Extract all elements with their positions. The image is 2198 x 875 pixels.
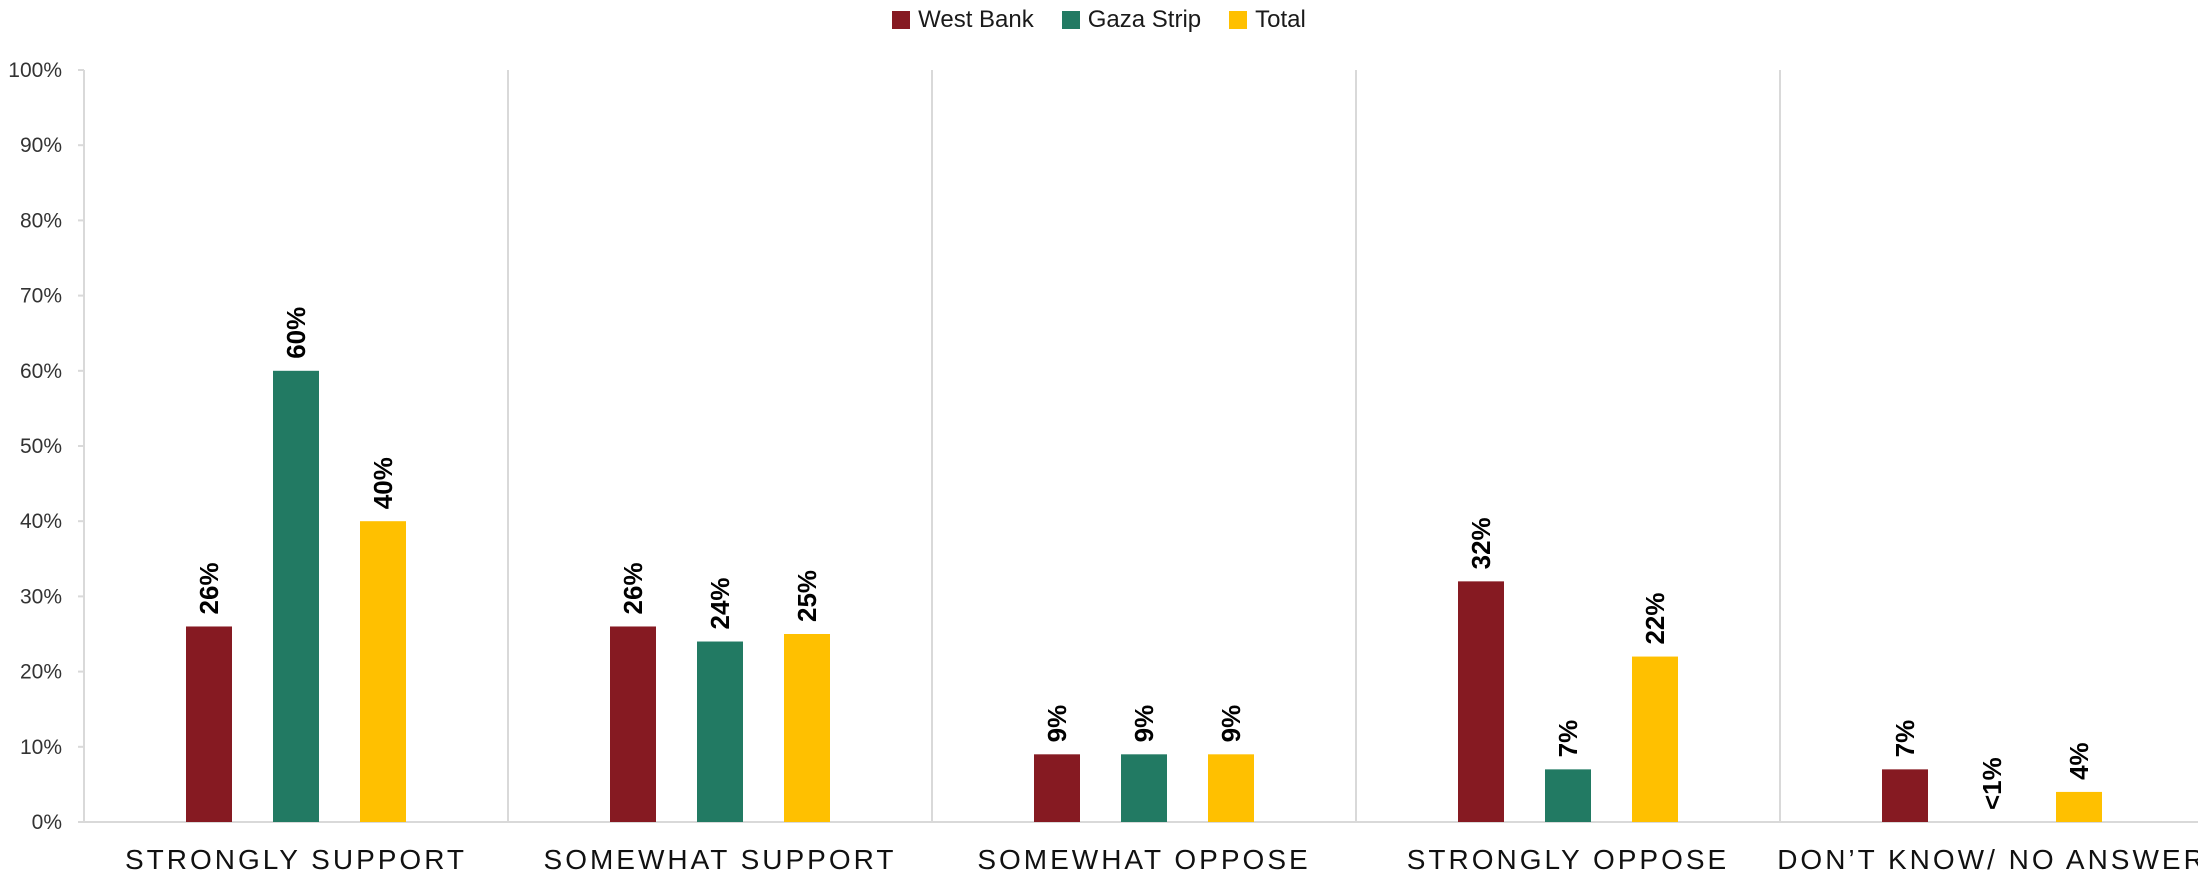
data-label: 32% <box>1466 517 1496 569</box>
x-category-label: DON’T KNOW/ NO ANSWER <box>1777 844 2198 875</box>
bar-gaza-strip <box>273 370 319 822</box>
legend-label-total: Total <box>1255 6 1306 33</box>
y-tick-label: 70% <box>20 285 62 308</box>
legend-swatch-west-bank <box>892 11 911 29</box>
legend-item-total: Total <box>1229 6 1306 34</box>
y-tick-label: 0% <box>32 811 62 834</box>
bar-total <box>1632 656 1678 822</box>
data-label: 7% <box>1890 720 1920 758</box>
data-label: 60% <box>281 307 311 359</box>
data-label: <1% <box>1977 757 2007 810</box>
data-label: 9% <box>1216 705 1246 743</box>
y-tick-label: 60% <box>20 360 62 383</box>
data-label: 9% <box>1129 705 1159 743</box>
bar-west-bank <box>186 626 232 822</box>
x-category-label: SOMEWHAT SUPPORT <box>544 844 897 875</box>
data-label: 7% <box>1553 720 1583 758</box>
data-label: 26% <box>194 562 224 614</box>
bar-gaza-strip <box>1121 754 1167 822</box>
data-label: 40% <box>368 457 398 509</box>
chart-legend: West Bank Gaza Strip Total <box>0 0 2198 40</box>
legend-swatch-gaza-strip <box>1061 11 1080 29</box>
legend-item-gaza-strip: Gaza Strip <box>1061 6 1202 34</box>
x-category-label: STRONGLY OPPOSE <box>1407 844 1729 875</box>
bar-gaza-strip <box>697 641 743 822</box>
y-tick-label: 10% <box>20 736 62 759</box>
data-label: 25% <box>792 570 822 622</box>
data-label: 26% <box>618 562 648 614</box>
bar-total <box>2056 791 2102 822</box>
bar-gaza-strip <box>1545 769 1591 822</box>
legend-label-gaza-strip: Gaza Strip <box>1087 6 1202 33</box>
legend-item-west-bank: West Bank <box>892 6 1034 34</box>
y-tick-label: 90% <box>20 134 62 157</box>
legend-swatch-total <box>1229 11 1248 29</box>
bar-total <box>360 521 406 822</box>
data-label: 9% <box>1042 705 1072 743</box>
data-label: 24% <box>705 577 735 629</box>
y-tick-label: 30% <box>20 585 62 608</box>
y-tick-label: 50% <box>20 435 62 458</box>
bar-west-bank <box>1458 581 1504 822</box>
y-tick-label: 40% <box>20 510 62 533</box>
x-category-label: SOMEWHAT OPPOSE <box>977 844 1310 875</box>
bar-west-bank <box>1034 754 1080 822</box>
bar-total <box>784 634 830 822</box>
x-category-label: STRONGLY SUPPORT <box>125 844 467 875</box>
bar-west-bank <box>1882 769 1928 822</box>
data-label: 22% <box>1640 593 1670 645</box>
y-tick-label: 20% <box>20 661 62 684</box>
bar-west-bank <box>610 626 656 822</box>
y-tick-label: 80% <box>20 209 62 232</box>
bar-total <box>1208 754 1254 822</box>
y-tick-label: 100% <box>8 59 62 82</box>
data-label: 4% <box>2064 742 2094 780</box>
legend-label-west-bank: West Bank <box>918 6 1034 33</box>
